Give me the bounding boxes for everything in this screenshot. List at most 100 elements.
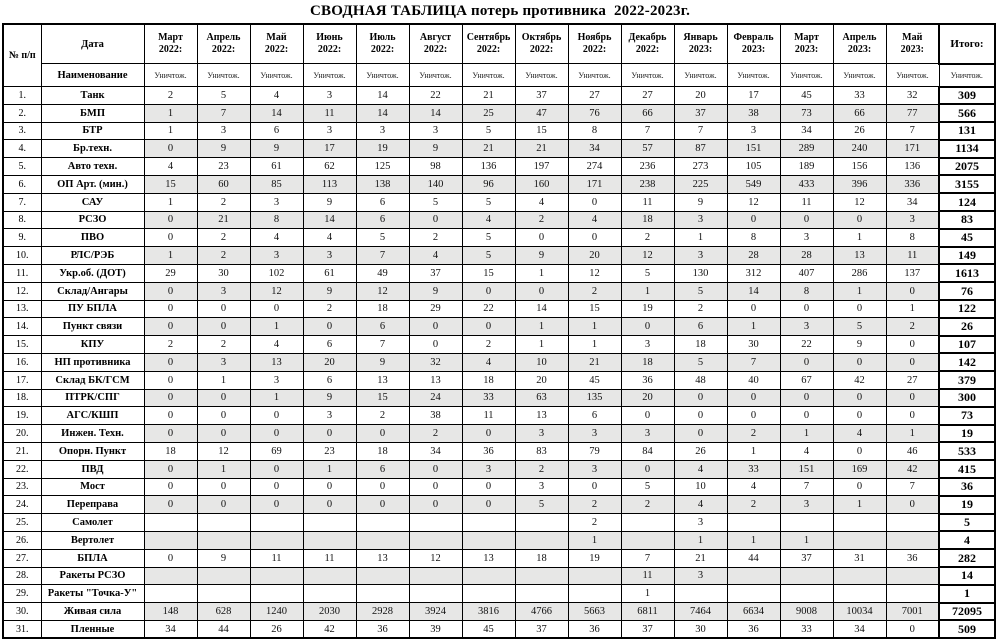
- value-cell: 66: [832, 103, 887, 123]
- table-row: 13. ПУ БПЛА 0 0 0 2 18 29 22 14 15 19 2 0 0 0 1 122: [2, 299, 996, 319]
- table-row: 18. ПТРК/СПГ 0 0 1 9 15 24 33 63 135 20 0 0 0 0 0 300: [2, 388, 996, 408]
- row-number-cell: 26.: [2, 530, 42, 550]
- value-cell: 3: [673, 210, 728, 230]
- value-cell: 225: [673, 174, 728, 194]
- value-cell: 0: [196, 317, 251, 337]
- month-header: Май 2023:: [885, 23, 940, 64]
- value-cell: 9: [408, 281, 463, 301]
- value-cell: 4: [249, 86, 304, 105]
- month-year: 2022:: [529, 44, 554, 55]
- header-row-1: № п/п Дата Март 2022: Апрель 2022: Май 2022: Июн…: [2, 23, 996, 87]
- value-cell: [249, 530, 304, 550]
- value-cell: 189: [779, 157, 834, 176]
- value-cell: 4: [302, 228, 357, 248]
- value-cell: 11: [885, 246, 940, 265]
- value-cell: 2: [196, 228, 251, 248]
- value-cell: 6: [249, 121, 304, 141]
- table-header: № п/п Дата Март 2022: Апрель 2022: Май 2022: Июн…: [2, 23, 996, 87]
- month-year: 2022:: [158, 44, 183, 55]
- total-cell: 3155: [938, 174, 996, 195]
- total-cell: 533: [938, 441, 996, 462]
- value-cell: 156: [832, 157, 887, 176]
- value-cell: 18: [355, 441, 410, 461]
- value-cell: 0: [143, 139, 198, 159]
- destroyed-header: Уничтож.: [832, 63, 887, 87]
- row-number-cell: 2.: [2, 103, 42, 123]
- value-cell: 1: [779, 530, 834, 550]
- value-cell: 66: [620, 103, 675, 123]
- value-cell: 39: [408, 619, 463, 639]
- value-cell: 29: [408, 299, 463, 319]
- table-row: 31. Пленные 34 44 26 42 36 39 45 37 36 37 30 36 33 34 0 5…: [2, 619, 996, 640]
- value-cell: [196, 530, 251, 550]
- value-cell: 17: [726, 86, 781, 105]
- value-cell: 37: [620, 619, 675, 639]
- value-cell: [196, 513, 251, 532]
- value-cell: 4: [249, 228, 304, 248]
- total-cell: 415: [938, 459, 996, 480]
- row-number-cell: 13.: [2, 299, 42, 319]
- value-cell: 33: [726, 459, 781, 479]
- value-cell: 9: [302, 192, 357, 212]
- table-row: 5. Авто техн. 4 23 61 62 125 98 136 197 274 236 273 1…: [2, 156, 996, 177]
- value-cell: [885, 530, 940, 550]
- value-cell: 18: [514, 548, 569, 568]
- value-cell: 2: [514, 459, 569, 479]
- value-cell: 45: [779, 86, 834, 105]
- value-cell: 21: [461, 139, 516, 159]
- value-cell: 0: [832, 299, 887, 319]
- month-header: Декабрь 2022:: [620, 23, 675, 64]
- row-name-cell: САУ: [40, 192, 145, 212]
- value-cell: 3: [567, 424, 622, 443]
- table-row: 22. ПВД 0 1 0 1 6 0 3 2 3 0 4 33 151 169 42 415: [2, 459, 996, 480]
- value-cell: 0: [249, 495, 304, 515]
- destroyed-header: Уничтож.: [302, 63, 357, 87]
- value-cell: 6: [355, 317, 410, 337]
- month-name: Декабрь: [628, 32, 667, 43]
- total-cell: 566: [938, 103, 996, 124]
- value-cell: 273: [673, 157, 728, 176]
- row-name-cell: Склад БК/ГСМ: [40, 370, 145, 390]
- value-cell: 38: [726, 103, 781, 123]
- value-cell: 0: [885, 619, 940, 639]
- value-cell: 3: [302, 121, 357, 141]
- value-cell: 18: [143, 441, 198, 461]
- value-cell: 0: [726, 210, 781, 230]
- month-header: Июнь 2022:: [302, 23, 357, 64]
- value-cell: 34: [885, 192, 940, 212]
- value-cell: 9: [249, 139, 304, 159]
- value-cell: 6: [355, 459, 410, 479]
- month-year: 2023:: [900, 44, 924, 55]
- value-cell: [196, 584, 251, 604]
- value-cell: 22: [779, 335, 834, 354]
- value-cell: 0: [567, 192, 622, 212]
- value-cell: 0: [196, 299, 251, 319]
- value-cell: 151: [726, 139, 781, 159]
- value-cell: 8: [726, 228, 781, 248]
- value-cell: 4: [726, 477, 781, 497]
- value-cell: 15: [355, 388, 410, 408]
- value-cell: 2: [567, 513, 622, 532]
- value-cell: 0: [249, 406, 304, 426]
- value-cell: 3924: [408, 602, 463, 621]
- value-cell: 14: [726, 281, 781, 301]
- value-cell: 0: [779, 352, 834, 372]
- value-cell: 4: [143, 157, 198, 176]
- value-cell: 32: [885, 86, 940, 105]
- value-cell: 0: [143, 228, 198, 248]
- table-row: 29. Ракеты "Точка-У" 1 1: [2, 583, 996, 604]
- value-cell: [461, 530, 516, 550]
- table-row: 26. Вертолет 1 1 1 1 4: [2, 530, 996, 551]
- table-row: 20. Инжен. Техн. 0 0 0 0 0 2 0 3 3 3 0 2 1 4 1 19: [2, 423, 996, 444]
- value-cell: 13: [514, 406, 569, 426]
- value-cell: 0: [461, 281, 516, 301]
- value-cell: 0: [832, 406, 887, 426]
- month-name: Июнь: [316, 32, 343, 43]
- row-number-cell: 19.: [2, 406, 42, 426]
- row-number-cell: 4.: [2, 139, 42, 159]
- value-cell: 0: [885, 388, 940, 408]
- value-cell: 34: [832, 619, 887, 639]
- row-number-cell: 8.: [2, 210, 42, 230]
- table-body: 1. Танк 2 5 4 3 14 22 21 37 27 27 20 17 45 33 32 309 2. БМП…: [2, 85, 996, 640]
